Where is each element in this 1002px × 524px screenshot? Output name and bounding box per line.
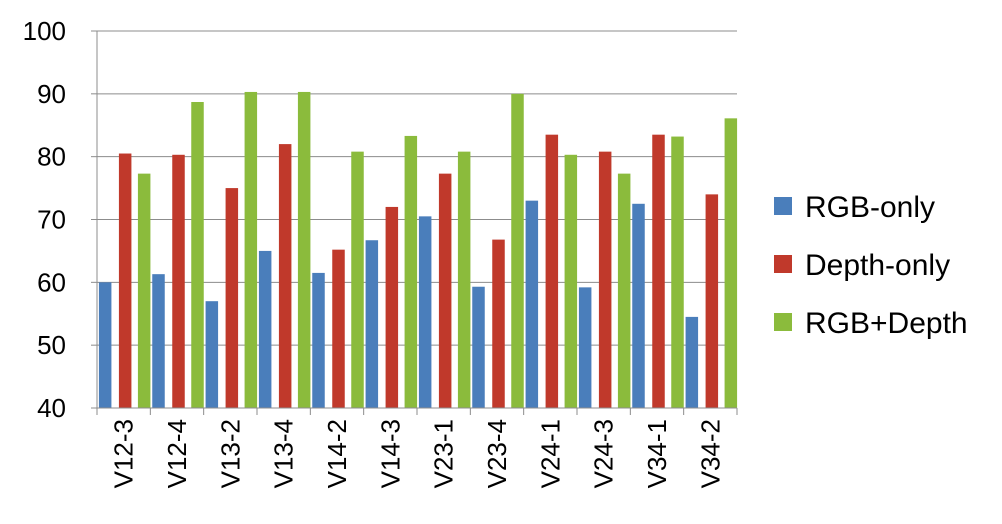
bar-depth-only-v14-2 xyxy=(332,249,345,408)
legend-swatch xyxy=(774,255,792,273)
bar-rgb-depth-v23-4 xyxy=(511,93,524,408)
bar-depth-only-v13-4 xyxy=(278,144,292,408)
bar-depth-only-v24-3 xyxy=(598,151,612,408)
bar-rgb-only-v24-1 xyxy=(525,200,539,408)
x-tick-label: V23-1 xyxy=(429,419,459,488)
bar-rgb-depth-v13-2 xyxy=(244,91,258,408)
x-tick-label: V24-3 xyxy=(589,419,619,488)
bars xyxy=(98,91,738,409)
bar-depth-only-v23-1 xyxy=(438,173,452,408)
bar-depth-only-v14-3 xyxy=(385,206,399,408)
y-tick-labels: 40 50 60 70 80 90 100 xyxy=(23,16,66,423)
bar-rgb-depth-v24-1 xyxy=(564,154,578,408)
legend-label: RGB+Depth xyxy=(805,307,968,340)
x-tick-label: V23-4 xyxy=(482,419,512,488)
legend-label: Depth-only xyxy=(805,249,950,282)
bar-depth-only-v23-4 xyxy=(492,239,505,408)
bar-rgb-only-v23-4 xyxy=(472,286,485,408)
bar-depth-only-v13-2 xyxy=(225,188,239,408)
y-tick-label: 40 xyxy=(37,393,66,423)
legend-label: RGB-only xyxy=(805,191,935,224)
bar-depth-only-v24-1 xyxy=(545,134,559,409)
x-tick-label: V34-2 xyxy=(695,419,725,488)
x-tick-label: V12-3 xyxy=(109,419,139,488)
bar-rgb-only-v12-4 xyxy=(152,274,165,408)
bar-rgb-depth-v34-2 xyxy=(724,118,738,409)
x-tick-label: V13-2 xyxy=(215,419,245,488)
bar-rgb-only-v34-1 xyxy=(632,203,645,408)
x-tick-label: V12-4 xyxy=(162,419,192,488)
bar-depth-only-v12-3 xyxy=(118,153,132,408)
bar-rgb-only-v23-1 xyxy=(418,216,432,408)
bar-depth-only-v34-1 xyxy=(652,134,665,409)
legend: RGB-only Depth-only RGB+Depth xyxy=(774,191,968,340)
bar-rgb-only-v14-2 xyxy=(312,272,325,408)
bar-rgb-depth-v34-1 xyxy=(671,136,684,408)
y-tick-label: 70 xyxy=(37,205,66,235)
x-tick-label: V34-1 xyxy=(642,419,672,488)
bar-depth-only-v34-2 xyxy=(705,194,719,408)
bar-rgb-depth-v12-3 xyxy=(137,173,151,408)
bar-rgb-only-v13-2 xyxy=(205,301,219,408)
x-tick-label: V14-3 xyxy=(375,419,405,488)
y-tick-label: 100 xyxy=(23,16,66,46)
bar-rgb-depth-v13-4 xyxy=(297,91,311,408)
bar-rgb-only-v34-2 xyxy=(685,316,699,408)
y-tick-label: 60 xyxy=(37,267,66,297)
bar-rgb-depth-v12-4 xyxy=(191,102,204,409)
x-tick-label: V24-1 xyxy=(535,419,565,488)
bar-rgb-only-v24-3 xyxy=(578,287,592,408)
x-tick-labels: V12-3 V12-4 V13-2 V13-4 V14-2 V14-3 V23-1 V23-4… xyxy=(109,419,726,488)
bar-rgb-only-v13-4 xyxy=(258,250,272,408)
x-tick-label: V13-4 xyxy=(269,419,299,488)
bar-rgb-depth-v14-3 xyxy=(404,135,418,408)
bar-rgb-depth-v23-1 xyxy=(457,151,471,408)
y-tick-label: 90 xyxy=(37,79,66,109)
x-tick-label: V14-2 xyxy=(322,419,352,488)
bar-rgb-depth-v24-3 xyxy=(617,173,631,408)
y-tick-label: 80 xyxy=(37,142,66,172)
bar-depth-only-v12-4 xyxy=(172,154,185,408)
y-tick-label: 50 xyxy=(37,330,66,360)
bar-rgb-only-v14-3 xyxy=(365,240,379,408)
bar-rgb-depth-v14-2 xyxy=(351,151,364,408)
legend-swatch xyxy=(774,197,792,215)
legend-swatch xyxy=(774,313,792,331)
bar-rgb-only-v12-3 xyxy=(98,282,112,408)
axes xyxy=(91,30,738,415)
